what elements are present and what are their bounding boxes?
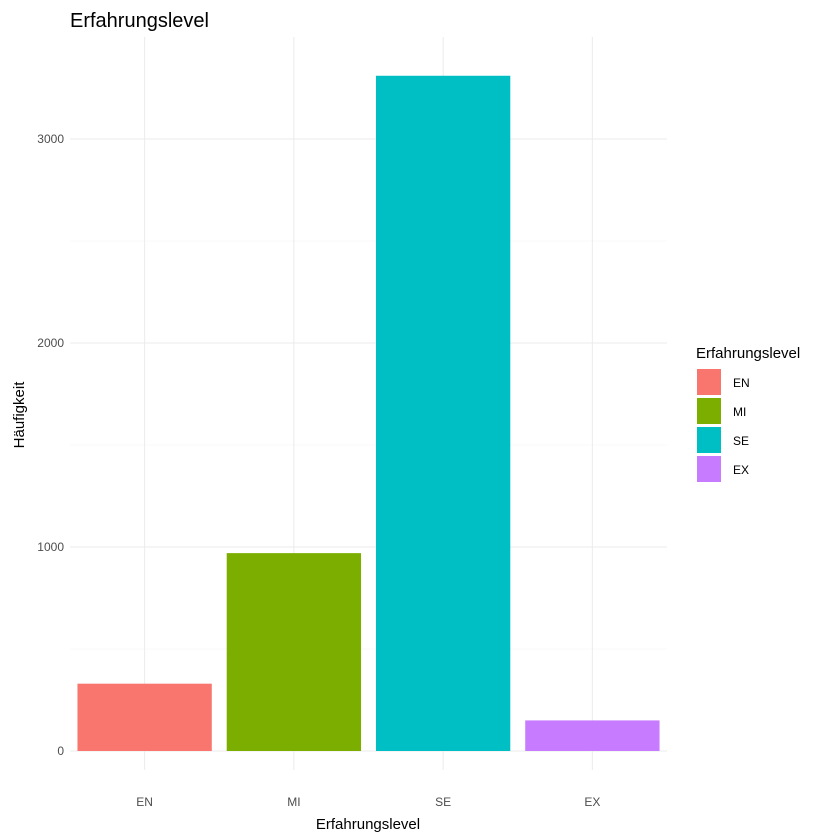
legend-label-se: SE [733, 434, 749, 448]
legend-label-en: EN [733, 376, 750, 390]
legend-key-ex [697, 456, 721, 482]
chart-title: Erfahrungslevel [70, 10, 209, 32]
legend: Erfahrungslevel EN MI SE EX [696, 345, 800, 482]
legend-key-en [697, 369, 721, 395]
legend-key-mi [697, 398, 721, 424]
bar-en [77, 683, 212, 751]
legend-label-ex: EX [733, 463, 749, 477]
y-axis-title: Häufigkeit [11, 381, 28, 449]
bar-mi [226, 553, 362, 751]
x-tick-label: MI [287, 795, 300, 809]
x-tick-label: EX [584, 795, 600, 809]
x-tick-label: SE [435, 795, 451, 809]
legend-items: EN MI SE EX [697, 369, 750, 482]
bar-ex [525, 720, 660, 751]
grid-lines [70, 37, 667, 770]
legend-key-se [697, 427, 721, 453]
y-tick-labels: 0 1000 2000 3000 [37, 132, 64, 758]
bars [77, 75, 660, 751]
legend-title: Erfahrungslevel [696, 345, 800, 362]
x-tick-label: EN [136, 795, 153, 809]
y-tick-label: 3000 [37, 132, 64, 146]
legend-label-mi: MI [733, 405, 746, 419]
x-tick-labels: EN MI SE EX [136, 795, 600, 809]
y-tick-label: 2000 [37, 336, 64, 350]
y-tick-label: 1000 [37, 540, 64, 554]
x-axis-title: Erfahrungslevel [316, 816, 420, 833]
y-tick-label: 0 [57, 744, 64, 758]
bar-se [375, 75, 511, 751]
